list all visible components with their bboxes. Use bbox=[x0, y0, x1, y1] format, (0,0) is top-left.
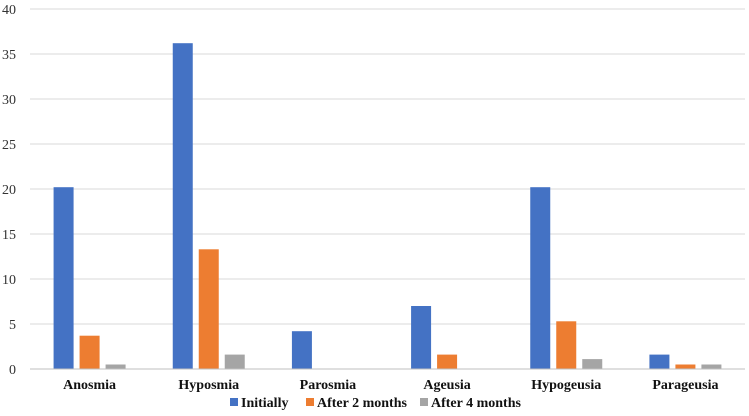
x-category-label-anosmia: Anosmia bbox=[63, 378, 116, 393]
legend-label-after-4-months: After 4 months bbox=[431, 396, 522, 411]
bar-anosmia-initially bbox=[53, 187, 74, 369]
x-category-label-ageusia: Ageusia bbox=[423, 378, 470, 393]
legend-label-initially: Initially bbox=[241, 396, 288, 411]
bar-hyposmia-initially bbox=[172, 43, 193, 369]
bar-hypogeusia-initially bbox=[530, 187, 551, 369]
y-tick-label-5: 5 bbox=[9, 318, 16, 333]
y-tick-label-30: 30 bbox=[2, 93, 16, 108]
x-category-label-hypogeusia: Hypogeusia bbox=[531, 378, 601, 393]
y-axis-ticks: 0 5 10 15 20 25 30 35 40 bbox=[2, 3, 16, 378]
x-category-label-parosmia: Parosmia bbox=[300, 378, 357, 393]
bar-hypogeusia-after-4-months bbox=[582, 359, 603, 369]
x-category-label-parageusia: Parageusia bbox=[652, 378, 718, 393]
legend-swatch-initially bbox=[230, 398, 238, 406]
bar-hypogeusia-after-2-months bbox=[556, 321, 577, 369]
bar-parosmia-initially bbox=[291, 331, 312, 369]
y-tick-label-40: 40 bbox=[2, 3, 16, 18]
bars bbox=[53, 43, 722, 369]
x-category-label-hyposmia: Hyposmia bbox=[178, 378, 239, 393]
bar-hyposmia-after-2-months bbox=[198, 249, 219, 369]
legend: Initially After 2 months After 4 months bbox=[230, 396, 522, 411]
bar-parageusia-after-2-months bbox=[675, 364, 696, 369]
y-tick-label-10: 10 bbox=[2, 273, 16, 288]
bar-anosmia-after-4-months bbox=[105, 364, 126, 369]
bar-parageusia-initially bbox=[649, 354, 670, 369]
bar-hyposmia-after-4-months bbox=[224, 354, 245, 369]
y-tick-label-35: 35 bbox=[2, 48, 16, 63]
y-tick-label-15: 15 bbox=[2, 228, 16, 243]
y-tick-label-25: 25 bbox=[2, 138, 16, 153]
bar-parageusia-after-4-months bbox=[701, 364, 722, 369]
grid-lines bbox=[30, 8, 745, 325]
legend-label-after-2-months: After 2 months bbox=[317, 396, 408, 411]
legend-swatch-after-2-months bbox=[306, 398, 314, 406]
x-axis-category-labels: Anosmia Hyposmia Parosmia Ageusia Hypogeusia… bbox=[63, 378, 718, 393]
y-tick-label-0: 0 bbox=[9, 363, 16, 378]
y-tick-label-20: 20 bbox=[2, 183, 16, 198]
bar-ageusia-after-2-months bbox=[437, 354, 458, 369]
bar-anosmia-after-2-months bbox=[79, 335, 100, 369]
legend-swatch-after-4-months bbox=[420, 398, 428, 406]
bar-ageusia-initially bbox=[411, 306, 432, 369]
